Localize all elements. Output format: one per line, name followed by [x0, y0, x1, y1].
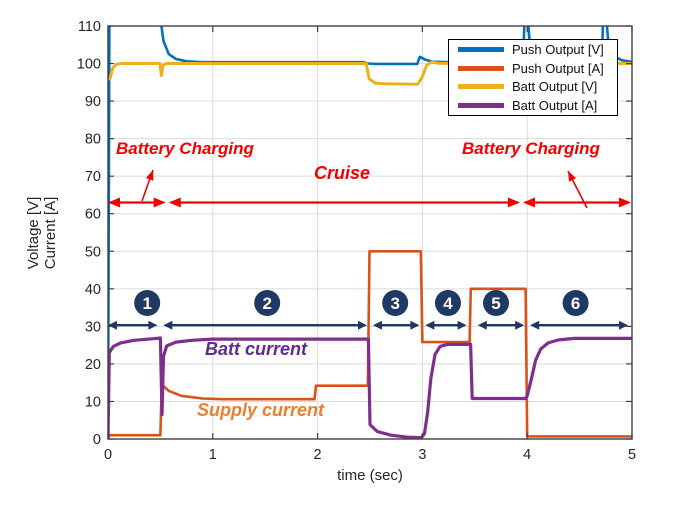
phase-arrow-3-right-arrowhead — [410, 320, 420, 330]
red-timeline-layer — [108, 169, 631, 209]
legend-label-push-output-a: Push Output [A] — [512, 60, 604, 76]
phase-arrow-5-left-arrowhead — [477, 320, 487, 330]
x-tick-label: 0 — [104, 447, 112, 463]
y-tick-label: 100 — [77, 57, 101, 73]
axes-box — [107, 25, 633, 440]
x-tick-label: 1 — [209, 447, 217, 463]
red-segment-2-left-arrowhead — [168, 197, 181, 208]
phase-circle-2 — [254, 290, 281, 316]
legend-line-push-output-a — [458, 65, 504, 71]
legend-item-batt-output-a: Batt Output [A] — [449, 96, 617, 115]
x-tick-label: 2 — [314, 447, 322, 463]
y-tick-label: 80 — [85, 132, 101, 148]
phase-arrow-5-right-arrowhead — [515, 320, 525, 330]
y-tick-label: 110 — [78, 19, 101, 35]
phase-arrow-4-right-arrowhead — [457, 320, 467, 330]
phase-circle-1 — [134, 290, 161, 316]
legend-item-push-output-v: Push Output [V] — [449, 40, 617, 59]
battery-charging-left-annotation: Battery Charging — [116, 139, 254, 158]
phase-number-6: 6 — [571, 294, 580, 313]
battery-charging-right-annotation: Battery Charging — [462, 139, 600, 158]
y-tick-label: 70 — [85, 169, 101, 185]
batt-current-annotation: Batt current — [205, 339, 308, 359]
series-batt-output-v- — [108, 60, 632, 86]
phase-number-4: 4 — [443, 294, 453, 313]
y-tick-label: 10 — [85, 394, 101, 410]
phase-arrow-1-left-arrowhead — [108, 320, 117, 330]
y-tick-label: 0 — [93, 432, 101, 448]
phase-number-5: 5 — [491, 294, 500, 313]
legend-line-push-output-v — [458, 46, 504, 52]
phase-circle-6 — [562, 290, 589, 316]
supply-current-annotation: Supply current — [197, 400, 325, 420]
phase-arrow-3-left-arrowhead — [373, 320, 382, 330]
legend-item-batt-output-v: Batt Output [V] — [449, 78, 617, 97]
y-tick-label: 60 — [85, 207, 101, 223]
legend: Push Output [V] Push Output [A] Batt Out… — [448, 39, 618, 116]
y-tick-label: 90 — [85, 94, 101, 110]
y-tick-label: 40 — [85, 282, 101, 298]
y-axis-label-line1: Voltage [V] — [25, 196, 42, 270]
phase-circle-5 — [483, 290, 509, 316]
legend-line-batt-output-v — [458, 84, 504, 90]
phase-arrow-1-right-arrowhead — [148, 320, 158, 330]
y-tick-label: 30 — [85, 319, 101, 335]
legend-label-batt-output-v: Batt Output [V] — [512, 79, 598, 95]
legend-label-batt-output-a: Batt Output [A] — [512, 98, 598, 114]
phase-number-2: 2 — [262, 294, 271, 313]
battery-charging-right-callout-arrow-head — [568, 171, 577, 182]
legend-label-push-output-v: Push Output [V] — [512, 41, 604, 57]
phase-arrow-6-right-arrowhead — [619, 320, 628, 330]
phase-circle-4 — [434, 290, 461, 316]
red-segment-3-left-arrowhead — [523, 197, 536, 208]
red-segment-3-right-arrowhead — [618, 197, 631, 208]
phase-arrow-6-left-arrowhead — [530, 320, 540, 330]
red-segment-2-right-arrowhead — [507, 197, 520, 208]
red-segment-1-left-arrowhead — [108, 197, 120, 208]
y-axis-label: Voltage [V] Current [A] — [25, 197, 59, 270]
red-segment-1-right-arrowhead — [153, 197, 166, 208]
phase-number-1: 1 — [142, 294, 151, 313]
phase-arrow-4-left-arrowhead — [425, 320, 435, 330]
y-tick-label: 20 — [85, 357, 101, 373]
legend-line-batt-output-a — [458, 103, 504, 109]
x-tick-label: 3 — [418, 447, 426, 463]
y-tick-label: 50 — [85, 244, 101, 260]
y-axis-label-line2: Current [A] — [42, 196, 59, 270]
phase-arrow-2-left-arrowhead — [163, 320, 173, 330]
legend-item-push-output-a: Push Output [A] — [449, 59, 617, 78]
phase-number-3: 3 — [390, 294, 399, 313]
series-batt-output-a- — [108, 336, 632, 439]
cruise-annotation: Cruise — [314, 163, 371, 183]
x-axis-label: time (sec) — [337, 467, 403, 484]
phase-layer: 1 2 3 4 5 6 — [108, 290, 628, 330]
phase-circle-3 — [382, 290, 409, 316]
x-tick-label: 4 — [523, 447, 531, 463]
x-tick-label: 5 — [628, 447, 636, 463]
battery-charging-left-callout-arrow-head — [145, 170, 154, 181]
series-layer — [108, 26, 632, 439]
phase-arrow-2-right-arrowhead — [358, 320, 367, 330]
